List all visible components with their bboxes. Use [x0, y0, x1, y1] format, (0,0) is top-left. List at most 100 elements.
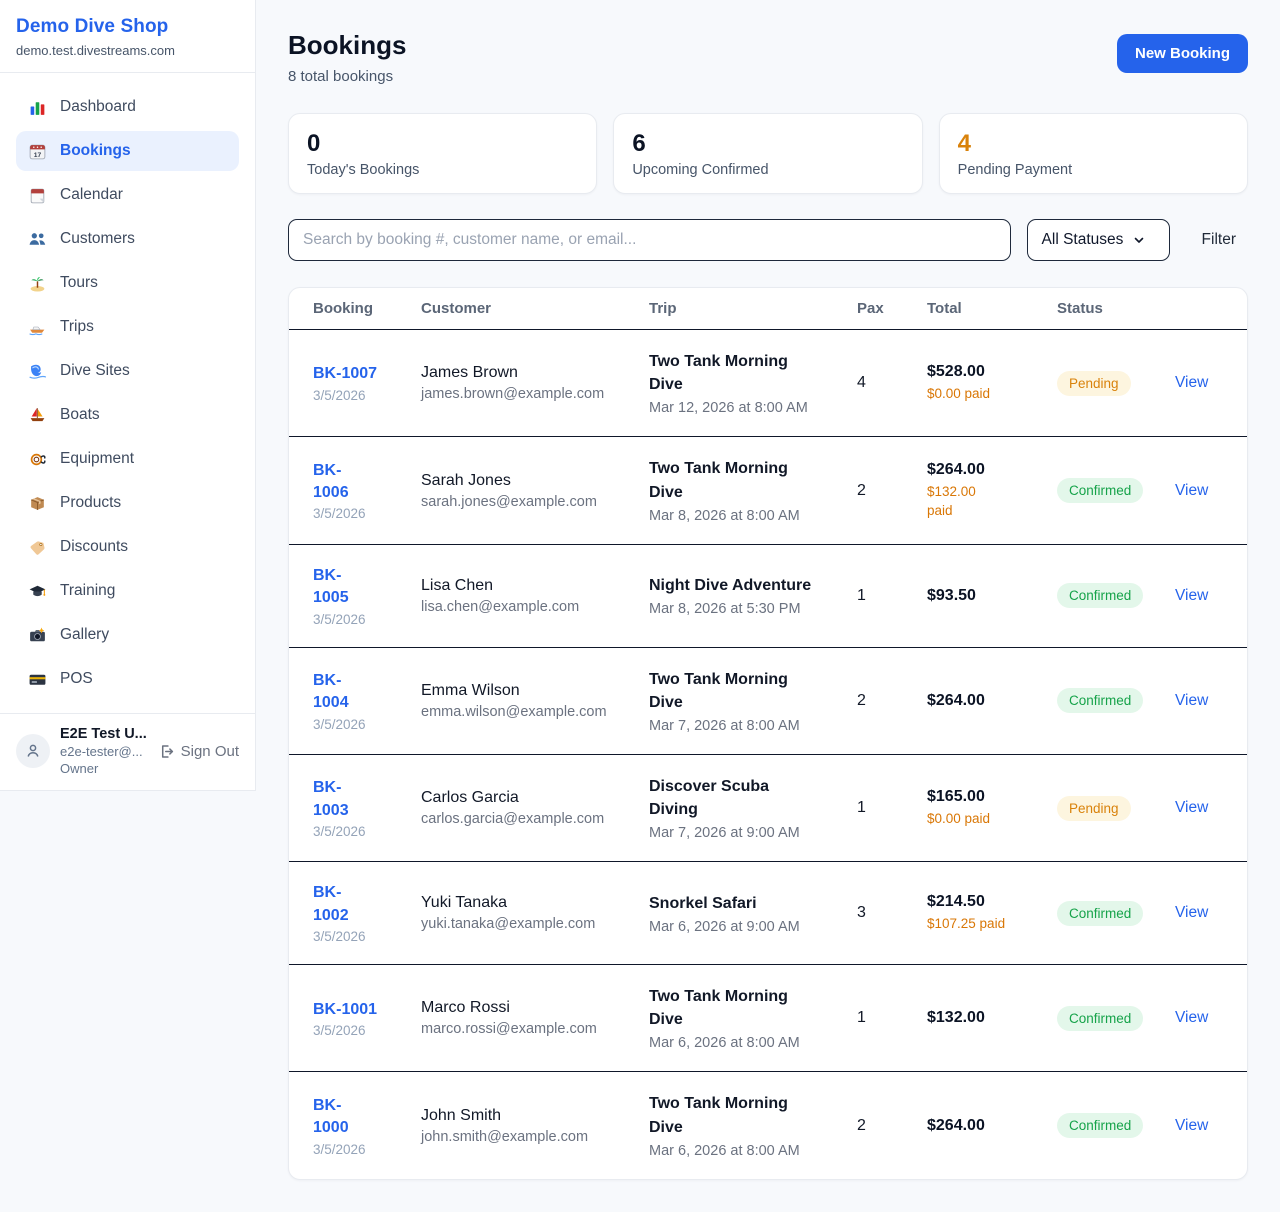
- sidebar-item-label: Dive Sites: [60, 362, 130, 379]
- sidebar-item-bookings[interactable]: 17 Bookings: [16, 131, 239, 171]
- sidebar-item-gallery[interactable]: Gallery: [16, 615, 239, 655]
- island-icon: [28, 274, 47, 293]
- status-badge: Confirmed: [1057, 1113, 1144, 1139]
- customer-cell: James Brown james.brown@example.com: [421, 364, 631, 402]
- total-amount: $214.50: [927, 892, 985, 910]
- view-link[interactable]: View: [1175, 374, 1209, 392]
- booking-id-link[interactable]: BK- 1004: [313, 671, 349, 712]
- sidebar-item-boats[interactable]: Boats: [16, 395, 239, 435]
- total-cell: $264.00: [927, 1117, 1039, 1135]
- status-cell: Confirmed: [1057, 1113, 1157, 1139]
- sidebar-item-dive-sites[interactable]: Dive Sites: [16, 351, 239, 391]
- booking-id-link[interactable]: BK- 1002: [313, 884, 349, 924]
- booking-cell: BK-1001 3/5/2026: [313, 999, 403, 1038]
- new-booking-button[interactable]: New Booking: [1116, 34, 1248, 73]
- pax-value: 3: [857, 904, 866, 922]
- trip-cell: Night Dive Adventure Mar 8, 2026 at 5:30…: [649, 574, 839, 617]
- stat-value: 0: [307, 130, 321, 157]
- sign-out-label: Sign Out: [180, 742, 239, 760]
- booking-id-link[interactable]: BK-1007: [313, 365, 378, 383]
- chevron-down-icon: [1135, 237, 1144, 243]
- booking-cell: BK- 1000 3/5/2026: [313, 1095, 403, 1157]
- sidebar-item-products[interactable]: Products: [16, 483, 239, 523]
- customer-email: emma.wilson@example.com: [421, 703, 607, 720]
- customer-email: marco.rossi@example.com: [421, 1021, 597, 1038]
- sidebar-item-tours[interactable]: Tours: [16, 263, 239, 303]
- trip-cell: Two Tank Morning Dive Mar 6, 2026 at 8:0…: [649, 985, 839, 1051]
- view-link[interactable]: View: [1175, 481, 1209, 499]
- view-link[interactable]: View: [1175, 691, 1209, 709]
- customer-name: John Smith: [421, 1106, 502, 1124]
- total-cell: $132.00: [927, 1009, 1039, 1027]
- customer-email: john.smith@example.com: [421, 1128, 589, 1145]
- view-link[interactable]: View: [1175, 1009, 1209, 1027]
- status-select[interactable]: All Statuses: [1026, 219, 1170, 261]
- column-header-customer: Customer: [421, 300, 492, 317]
- customer-cell: Marco Rossi marco.rossi@example.com: [421, 999, 631, 1037]
- user-meta: E2E Test U... e2e-tester@... Owner: [60, 726, 148, 776]
- search-input[interactable]: [288, 219, 1011, 261]
- sidebar-item-equipment[interactable]: Equipment: [16, 439, 239, 479]
- total-cell: $165.00 $0.00 paid: [927, 788, 1039, 829]
- status-badge: Pending: [1057, 795, 1131, 821]
- brand-name[interactable]: Demo Dive Shop: [16, 16, 169, 37]
- sidebar-nav: Dashboard 17 Bookings Calendar Customers…: [0, 73, 255, 713]
- sign-out-button[interactable]: Sign Out: [158, 743, 239, 760]
- stat-label: Pending Payment: [957, 162, 1073, 178]
- status-badge: Confirmed: [1057, 1005, 1144, 1031]
- sidebar-item-pos[interactable]: POS: [16, 659, 239, 699]
- sidebar-item-dashboard[interactable]: Dashboard: [16, 87, 239, 127]
- actions-cell: View: [1175, 799, 1223, 817]
- graduation-cap-icon: [28, 582, 47, 601]
- view-link[interactable]: View: [1175, 799, 1209, 817]
- sidebar-item-discounts[interactable]: Discounts: [16, 527, 239, 567]
- customer-email: lisa.chen@example.com: [421, 598, 580, 615]
- bar-chart-icon: [28, 98, 47, 117]
- total-cell: $264.00: [927, 692, 1039, 710]
- trip-cell: Two Tank Morning Dive Mar 12, 2026 at 8:…: [649, 350, 839, 416]
- total-cell: $214.50 $107.25 paid: [927, 893, 1039, 934]
- customer-cell: Sarah Jones sarah.jones@example.com: [421, 472, 631, 510]
- filter-button[interactable]: Filter: [1190, 223, 1248, 257]
- table-row: BK-1001 3/5/2026 Marco Rossi marco.rossi…: [289, 965, 1247, 1073]
- booking-id-link[interactable]: BK- 1003: [313, 779, 349, 819]
- trip-datetime: Mar 6, 2026 at 9:00 AM: [649, 918, 800, 935]
- booking-cell: BK- 1003 3/5/2026: [313, 777, 403, 839]
- sidebar-item-training[interactable]: Training: [16, 571, 239, 611]
- svg-text:17: 17: [34, 151, 42, 158]
- booking-id-link[interactable]: BK- 1000: [313, 1096, 349, 1137]
- total-cell: $528.00 $0.00 paid: [927, 363, 1039, 404]
- booking-cell: BK-1007 3/5/2026: [313, 363, 403, 402]
- booking-id-link[interactable]: BK- 1005: [313, 566, 349, 607]
- user-email: e2e-tester@...: [60, 744, 143, 759]
- stat-label: Upcoming Confirmed: [632, 162, 769, 178]
- calendar-date-icon: 17: [28, 142, 47, 161]
- table-row: BK- 1006 3/5/2026 Sarah Jones sarah.jone…: [289, 437, 1247, 545]
- status-badge: Confirmed: [1057, 583, 1144, 609]
- actions-cell: View: [1175, 587, 1223, 605]
- booking-cell: BK- 1002 3/5/2026: [313, 882, 403, 944]
- customer-cell: Yuki Tanaka yuki.tanaka@example.com: [421, 894, 631, 932]
- booking-date: 3/5/2026: [313, 929, 366, 945]
- booking-id-link[interactable]: BK- 1006: [313, 461, 349, 502]
- customer-name: Emma Wilson: [421, 681, 520, 699]
- status-badge: Confirmed: [1057, 900, 1144, 926]
- actions-cell: View: [1175, 374, 1223, 392]
- page-subtitle: 8 total bookings: [288, 68, 394, 85]
- view-link[interactable]: View: [1175, 904, 1209, 922]
- sidebar-item-calendar[interactable]: Calendar: [16, 175, 239, 215]
- dive-mask-icon: [28, 450, 47, 469]
- sidebar-item-trips[interactable]: Trips: [16, 307, 239, 347]
- calendar-icon: [28, 186, 47, 205]
- column-header-trip: Trip: [649, 300, 677, 317]
- booking-id-link[interactable]: BK-1001: [313, 1000, 378, 1018]
- pax-value: 2: [857, 691, 866, 709]
- status-cell: Confirmed: [1057, 900, 1157, 926]
- view-link[interactable]: View: [1175, 586, 1209, 604]
- view-link[interactable]: View: [1175, 1116, 1209, 1134]
- sidebar-item-customers[interactable]: Customers: [16, 219, 239, 259]
- trip-cell: Two Tank Morning Dive Mar 6, 2026 at 8:0…: [649, 1092, 839, 1158]
- booking-cell: BK- 1006 3/5/2026: [313, 460, 403, 522]
- users-icon: [28, 230, 47, 249]
- customer-cell: John Smith john.smith@example.com: [421, 1107, 631, 1145]
